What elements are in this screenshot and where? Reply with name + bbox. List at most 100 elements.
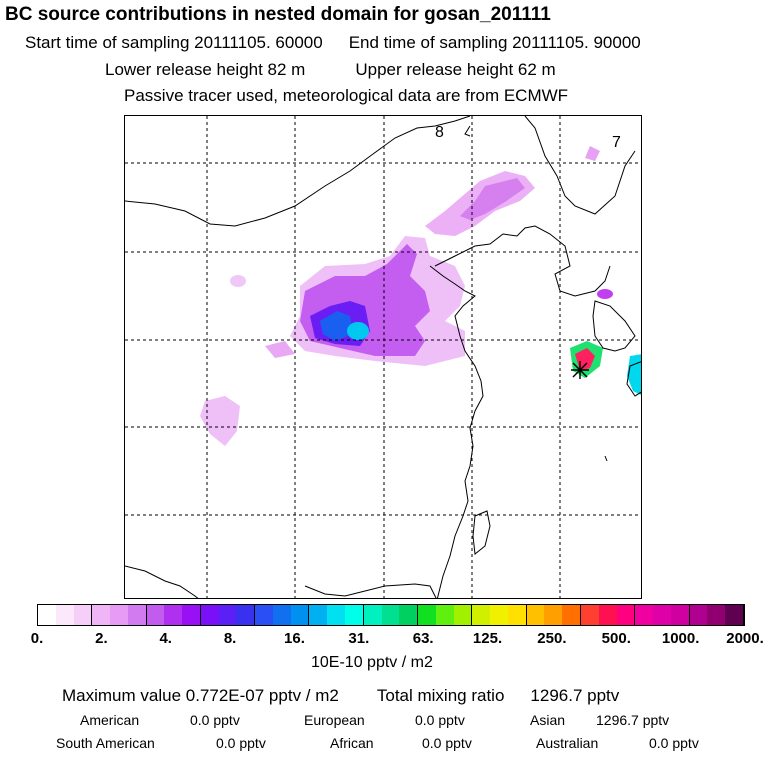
color-scale-ticks: 0. 2. 4. 8. 16. 31. 63. 125. 250. 500. 1000. 2000.: [0, 630, 768, 650]
color-scale-swatch: [272, 605, 291, 625]
region-name: American: [80, 712, 140, 728]
color-scale-swatch: [182, 605, 201, 625]
start-time-label: Start time of sampling 20111105. 60000: [25, 33, 323, 52]
color-scale-tick-label: 0.: [30, 630, 44, 647]
region-asian-value: 1296.7 pptv: [596, 712, 670, 728]
color-scale-swatch: [327, 605, 346, 625]
plume-northeast-core: [460, 178, 525, 220]
coast-taiwan: [472, 510, 491, 555]
color-scale-units: 10E-10 pptv / m2: [311, 654, 433, 671]
color-scale-tick-label: 16.: [284, 630, 305, 647]
color-scale-tick-label: 4.: [159, 630, 172, 647]
color-scale-swatch: [580, 605, 599, 625]
border-southwest: [125, 565, 199, 598]
total-mixing-label: Total mixing ratio: [376, 686, 505, 705]
plume-korea: [597, 289, 613, 299]
color-scale-swatch: [55, 605, 74, 625]
color-scale-swatch: [616, 605, 636, 625]
color-scale-swatch: [435, 605, 454, 625]
color-scale-swatch: [544, 605, 563, 625]
plume-far-west: [230, 275, 246, 287]
color-scale-swatch: [92, 605, 111, 625]
lower-release-label: Lower release height 82 m: [105, 60, 306, 79]
color-scale-tick-label: 63.: [412, 630, 434, 647]
color-scale-tick-label: 500.: [601, 630, 631, 647]
color-scale-tick-label: 1000.: [661, 630, 700, 647]
sampling-times: Start time of sampling 20111105. 60000 En…: [25, 33, 641, 53]
summary-line: Maximum value 0.772E-07 pptv / m2 Total m…: [62, 686, 619, 706]
color-scale-tick-label: 125.: [472, 630, 503, 647]
color-scale-swatch: [635, 605, 654, 625]
color-scale-swatch: [418, 605, 436, 625]
total-mixing-value: 1296.7 pptv: [530, 686, 620, 705]
figure-title: BC source contributions in nested domain…: [5, 4, 551, 25]
plume-japan: [627, 354, 641, 395]
region-asian: Asian: [530, 712, 566, 728]
region-australian-value: 0.0 pptv: [649, 735, 699, 751]
color-scale-swatch: [526, 605, 545, 625]
color-scale-swatch: [598, 605, 617, 625]
coast-bohai: [434, 225, 611, 297]
island-mark: [604, 455, 608, 462]
color-scale-tick-label: 250.: [537, 630, 567, 647]
region-american: American: [80, 712, 139, 728]
plume-west: [265, 341, 295, 358]
color-scale-swatch: [725, 605, 744, 625]
color-scale-swatch: [73, 605, 93, 625]
region-south-american: South American: [56, 735, 155, 751]
concentration-plume: [200, 146, 641, 446]
color-scale-tick-label: 8.: [223, 630, 237, 647]
lat-lon-grid: [125, 116, 641, 598]
color-scale-swatch: [309, 605, 328, 625]
region-european-value: 0.0 pptv: [415, 712, 465, 728]
zone-label: 7: [612, 134, 621, 151]
color-scale-swatch: [507, 605, 527, 625]
color-scale-swatch: [399, 605, 419, 625]
zone-label: 8: [435, 124, 444, 141]
end-time-label: End time of sampling 20111105. 90000: [348, 33, 641, 52]
map-canvas: [125, 116, 641, 598]
color-scale-swatch: [164, 605, 183, 625]
color-scale-swatch: [127, 605, 147, 625]
color-scale-swatch: [363, 605, 382, 625]
station-marker-icon: [571, 361, 589, 379]
border-northeast: [524, 116, 636, 215]
color-scale-swatch: [236, 605, 256, 625]
color-scale-swatch: [146, 605, 165, 625]
color-scale-swatch: [562, 605, 581, 625]
region-australian: Australian: [536, 735, 599, 751]
region-south-american-value: 0.0 pptv: [216, 735, 266, 751]
region-american-value: 0.0 pptv: [190, 712, 240, 728]
color-scale-swatch: [218, 605, 237, 625]
color-scale-tick-label: 2000.: [726, 630, 764, 647]
map-panel: 8 7: [124, 115, 642, 599]
coast-korea: [592, 300, 636, 352]
maximum-value-label: Maximum value 0.772E-07 pptv / m2: [62, 686, 339, 705]
color-scale-swatch: [110, 605, 128, 625]
color-scale-swatch: [707, 605, 726, 625]
coast-south: [304, 583, 437, 598]
plume-southwest: [200, 396, 240, 446]
coast-japan: [626, 361, 641, 397]
color-scale-tick-label: 2.: [95, 630, 108, 647]
border-north: [125, 116, 471, 227]
region-european: European: [304, 712, 365, 728]
tracer-note: Passive tracer used, meteorological data…: [124, 86, 569, 105]
region-african: African: [330, 735, 374, 751]
plume-central-peak: [347, 322, 369, 340]
color-scale-swatch: [200, 605, 219, 625]
color-scale-swatch: [381, 605, 400, 625]
color-scale-swatch: [290, 605, 310, 625]
color-scale-swatch: [38, 605, 56, 625]
color-scale-bar: [37, 604, 745, 626]
region-african-value: 0.0 pptv: [422, 735, 472, 751]
color-scale-swatch: [453, 605, 473, 625]
color-scale-swatch: [255, 605, 273, 625]
coastlines: [125, 116, 641, 598]
color-scale-swatch: [653, 605, 671, 625]
color-scale-swatch: [670, 605, 690, 625]
border-north-small: [464, 125, 471, 137]
color-scale-swatch: [472, 605, 491, 625]
color-scale-swatch: [345, 605, 364, 625]
plume-central-core: [320, 311, 353, 341]
